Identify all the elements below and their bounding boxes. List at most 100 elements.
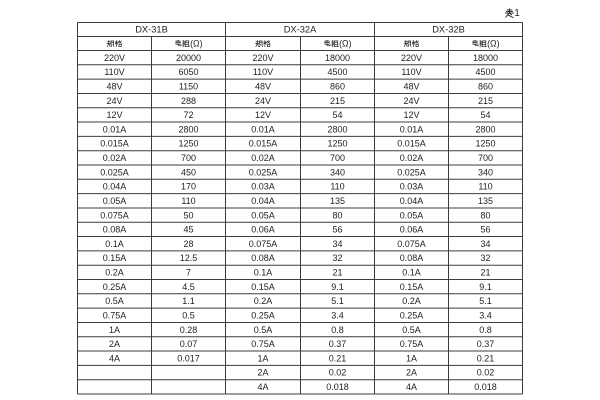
svg-text:48V: 48V [106,81,122,91]
svg-text:0.5A: 0.5A [105,296,124,306]
svg-text:340: 340 [478,167,493,177]
svg-text:0.75A: 0.75A [400,339,424,349]
svg-text:4A: 4A [109,353,120,363]
svg-text:110V: 110V [401,67,421,77]
svg-text:0.01A: 0.01A [251,124,275,134]
svg-text:3.4: 3.4 [331,310,344,320]
svg-text:0.02A: 0.02A [400,153,424,163]
svg-text:9.1: 9.1 [331,282,344,292]
svg-text:0.21: 0.21 [477,353,495,363]
svg-text:12V: 12V [106,110,122,120]
svg-text:860: 860 [330,81,345,91]
svg-text:0.25A: 0.25A [103,282,127,292]
svg-text:0.075A: 0.075A [100,210,129,220]
svg-text:0.05A: 0.05A [251,210,275,220]
svg-text:0.01A: 0.01A [103,124,127,134]
svg-text:0.8: 0.8 [479,325,492,335]
svg-text:0.018: 0.018 [326,382,349,392]
svg-text:0.25A: 0.25A [400,310,424,320]
svg-text:0.03A: 0.03A [400,182,424,192]
svg-text:0.75A: 0.75A [251,339,275,349]
svg-text:DX-32B: DX-32B [432,25,465,35]
svg-text:170: 170 [181,182,196,192]
svg-text:54: 54 [332,110,342,120]
svg-text:56: 56 [480,225,490,235]
svg-text:0.05A: 0.05A [400,210,424,220]
svg-text:80: 80 [332,210,342,220]
svg-text:0.05A: 0.05A [103,196,127,206]
svg-text:110: 110 [181,196,195,206]
svg-text:0.25A: 0.25A [251,310,275,320]
svg-text:0.8: 0.8 [331,325,344,335]
svg-text:0.2A: 0.2A [254,296,273,306]
svg-text:6050: 6050 [178,67,198,77]
svg-text:48V: 48V [403,81,419,91]
svg-text:0.015A: 0.015A [100,139,129,149]
svg-text:DX-32A: DX-32A [284,25,317,35]
svg-text:0.02A: 0.02A [251,153,275,163]
svg-text:0.075A: 0.075A [397,239,426,249]
svg-text:110: 110 [478,182,492,192]
svg-text:0.02: 0.02 [477,368,495,378]
svg-text:450: 450 [181,167,196,177]
svg-text:0.025A: 0.025A [397,167,426,177]
svg-text:1250: 1250 [178,139,198,149]
svg-text:48V: 48V [255,81,271,91]
svg-text:32: 32 [332,253,342,263]
svg-text:2A: 2A [406,368,417,378]
svg-text:0.01A: 0.01A [400,124,424,134]
svg-text:0.017: 0.017 [177,353,200,363]
svg-text:24V: 24V [403,96,419,106]
svg-text:135: 135 [478,196,493,206]
svg-text:12V: 12V [255,110,271,120]
svg-text:1150: 1150 [179,81,198,91]
svg-text:0.21: 0.21 [329,353,347,363]
svg-text:0.02: 0.02 [329,368,347,378]
svg-text:4A: 4A [257,382,268,392]
svg-text:5.1: 5.1 [331,296,344,306]
svg-text:0.1A: 0.1A [254,268,273,278]
svg-text:7: 7 [186,268,191,278]
svg-text:80: 80 [480,210,490,220]
svg-text:0.03A: 0.03A [251,182,275,192]
svg-text:0.75A: 0.75A [103,310,127,320]
svg-text:21: 21 [332,268,342,278]
svg-text:24V: 24V [255,96,271,106]
svg-text:0.025A: 0.025A [249,167,278,177]
svg-text:700: 700 [181,153,196,163]
svg-text:DX-31B: DX-31B [135,25,168,35]
svg-text:1250: 1250 [327,139,347,149]
svg-text:340: 340 [330,167,345,177]
svg-text:0.04A: 0.04A [103,182,127,192]
svg-text:0.5A: 0.5A [402,325,421,335]
svg-text:0.06A: 0.06A [400,225,424,235]
svg-text:1: 1 [514,8,520,19]
svg-text:288: 288 [181,96,196,106]
svg-text:0.15A: 0.15A [103,253,127,263]
svg-text:34: 34 [480,239,490,249]
svg-text:0.08A: 0.08A [103,225,127,235]
svg-text:0.5A: 0.5A [254,325,273,335]
svg-text:0.075A: 0.075A [249,239,278,249]
svg-text:700: 700 [478,153,493,163]
svg-text:0.015A: 0.015A [397,139,426,149]
svg-text:215: 215 [478,96,493,106]
svg-text:2800: 2800 [327,124,347,134]
svg-text:1250: 1250 [475,139,495,149]
svg-text:45: 45 [183,225,193,235]
svg-text:0.04A: 0.04A [400,196,424,206]
svg-text:0.04A: 0.04A [251,196,275,206]
svg-text:12V: 12V [403,110,419,120]
svg-text:0.02A: 0.02A [103,153,127,163]
svg-text:135: 135 [330,196,345,206]
svg-text:(Ω): (Ω) [339,39,352,49]
svg-text:0.08A: 0.08A [400,253,424,263]
svg-text:700: 700 [330,153,345,163]
svg-text:2800: 2800 [475,124,495,134]
svg-text:0.018: 0.018 [474,382,497,392]
svg-text:1A: 1A [257,353,268,363]
svg-text:(Ω): (Ω) [190,39,203,49]
svg-text:20000: 20000 [176,53,201,63]
svg-text:0.5: 0.5 [182,310,195,320]
svg-text:54: 54 [480,110,490,120]
